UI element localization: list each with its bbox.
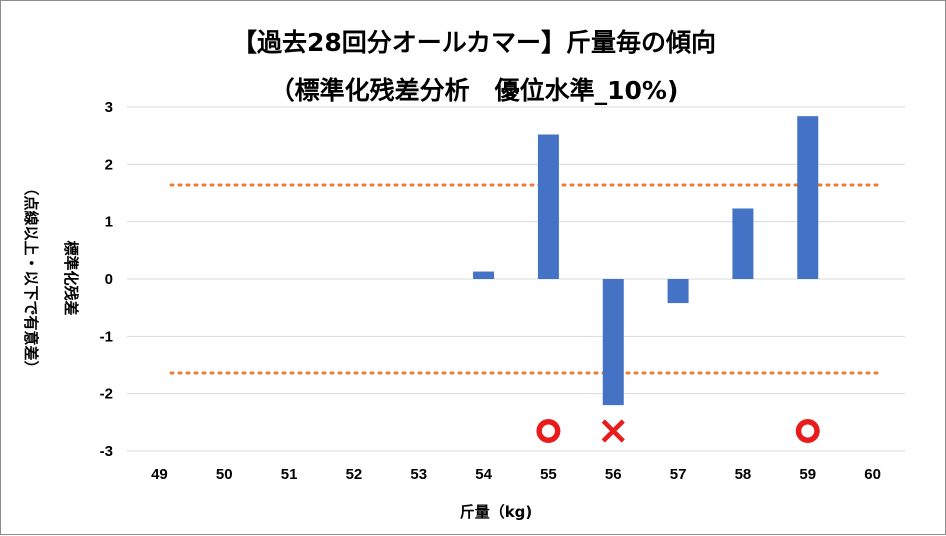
- chart-subtitle: （標準化残差分析 優位水準_10%): [270, 76, 679, 105]
- y-axis-subtitle: （点線以上・以下で有意差）: [22, 180, 40, 375]
- x-tick-label: 60: [864, 466, 881, 483]
- bar: [667, 279, 689, 304]
- y-tick-label: 0: [105, 271, 113, 288]
- y-tick-label: 1: [105, 214, 113, 231]
- x-tick-label: 49: [151, 466, 168, 483]
- bar-series: [473, 116, 819, 406]
- x-tick-label: 59: [799, 466, 816, 483]
- threshold-lines: [169, 183, 881, 375]
- chart-title: 【過去28回分オールカマー】斤量毎の傾向: [232, 28, 716, 57]
- cross-stroke: [601, 419, 625, 443]
- x-tick-label: 58: [735, 466, 752, 483]
- x-tick-label: 52: [346, 466, 363, 483]
- cross-marker-icon: [601, 419, 625, 443]
- x-axis-ticks: 49 50 51 52 53 54 55 56 57 58 59 60: [151, 466, 881, 483]
- y-axis-title-group: 標準化残差: [62, 240, 80, 315]
- x-tick-label: 55: [540, 466, 557, 483]
- y-axis-ticks: 3 2 1 0 -1 -2 -3: [100, 99, 113, 460]
- y-tick-label: 2: [105, 156, 113, 173]
- y-tick-label: -3: [100, 443, 113, 460]
- grid-lines: [127, 106, 905, 452]
- x-tick-label: 53: [410, 466, 427, 483]
- x-tick-label: 54: [475, 466, 492, 483]
- bar: [732, 208, 754, 279]
- circle-marker-hole: [541, 424, 555, 438]
- bar: [602, 279, 624, 406]
- significance-markers: [536, 419, 820, 443]
- x-tick-label: 50: [216, 466, 233, 483]
- bar: [473, 271, 495, 279]
- x-tick-label: 56: [605, 466, 622, 483]
- y-tick-label: -2: [100, 386, 113, 403]
- y-tick-label: 3: [105, 99, 113, 116]
- bar: [537, 134, 559, 279]
- y-tick-label: -1: [100, 328, 113, 345]
- y-axis-title: 標準化残差: [62, 240, 80, 315]
- bar: [797, 116, 819, 279]
- circle-marker-hole: [801, 424, 815, 438]
- y-axis-subtitle-group: （点線以上・以下で有意差）: [22, 180, 40, 375]
- x-axis-title: 斤量（kg): [460, 503, 533, 521]
- x-tick-label: 57: [670, 466, 687, 483]
- x-tick-label: 51: [281, 466, 298, 483]
